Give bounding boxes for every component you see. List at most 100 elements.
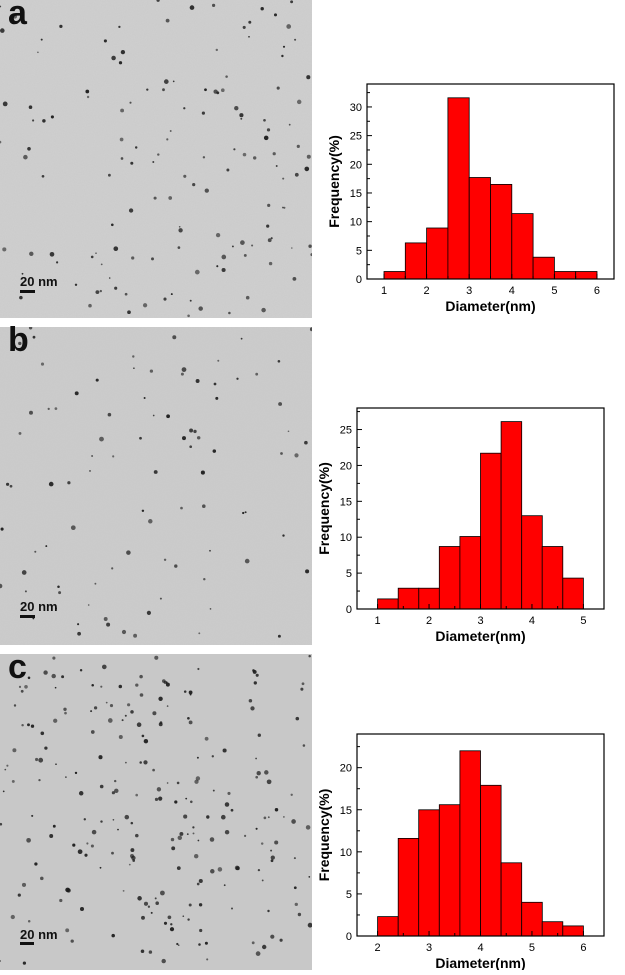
nanoparticle-dot xyxy=(114,788,119,794)
y-tick-label: 5 xyxy=(356,245,362,257)
nanoparticle-dot xyxy=(177,835,183,841)
nanoparticle-dot xyxy=(257,868,261,872)
nanoparticle-dot xyxy=(59,898,63,903)
nanoparticle-dot xyxy=(307,922,312,928)
nanoparticle-dot xyxy=(282,534,285,537)
nanoparticle-dot xyxy=(187,716,190,720)
nanoparticle-dot xyxy=(79,669,83,672)
nanoparticle-dot xyxy=(157,153,160,156)
nanoparticle-dot xyxy=(209,549,211,552)
panel-b: b 20 nm 1 2 3 4 5 0 5 10 15 20 25 Diameter(nm) Frequ… xyxy=(0,321,625,645)
histogram-bar xyxy=(541,921,564,937)
nanoparticle-dot xyxy=(277,634,281,638)
nanoparticle-dot xyxy=(150,911,153,914)
nanoparticle-dot xyxy=(163,558,167,561)
nanoparticle-dot xyxy=(108,277,111,279)
nanoparticle-dot xyxy=(158,796,163,801)
nanoparticle-dot xyxy=(139,674,143,679)
nanoparticle-dot xyxy=(79,906,85,912)
nanoparticle-dot xyxy=(6,764,9,767)
nanoparticle-dot xyxy=(65,776,67,778)
nanoparticle-dot xyxy=(215,232,221,238)
nanoparticle-dot xyxy=(27,919,31,923)
nanoparticle-dot xyxy=(154,897,157,900)
nanoparticle-dot xyxy=(121,719,124,722)
nanoparticle-dot xyxy=(166,414,170,419)
nanoparticle-dot xyxy=(2,790,5,793)
nanoparticle-dot xyxy=(196,436,201,440)
nanoparticle-dot xyxy=(211,755,214,758)
y-tick-label: 15 xyxy=(350,188,362,200)
nanoparticle-dot xyxy=(235,866,240,871)
nanoparticle-dot xyxy=(206,958,209,961)
x-axis-label: Diameter(nm) xyxy=(435,955,525,970)
nanoparticle-dot xyxy=(255,827,258,830)
nanoparticle-dot xyxy=(198,943,201,946)
nanoparticle-dot xyxy=(189,299,192,302)
nanoparticle-dot xyxy=(107,412,112,417)
nanoparticle-dot xyxy=(255,372,259,376)
nanoparticle-dot xyxy=(100,820,103,823)
nanoparticle-dot xyxy=(197,667,200,671)
histogram-bar xyxy=(511,213,534,280)
nanoparticle-dot xyxy=(126,550,131,555)
nanoparticle-dot xyxy=(126,703,131,707)
nanoparticle-dot xyxy=(183,174,187,178)
nanoparticle-dot xyxy=(152,414,155,417)
nanoparticle-dot xyxy=(245,295,250,300)
nanoparticle-dot xyxy=(4,768,7,771)
nanoparticle-dot xyxy=(54,407,58,410)
nanoparticle-dot xyxy=(215,48,219,52)
histogram-bar xyxy=(553,271,577,280)
nanoparticle-dot xyxy=(148,519,153,524)
nanoparticle-dot xyxy=(282,45,286,48)
nanoparticle-dot xyxy=(163,79,169,84)
x-tick-label: 6 xyxy=(580,942,586,954)
x-axis-label: Diameter(nm) xyxy=(435,628,525,644)
nanoparticle-dot xyxy=(118,735,123,739)
nanoparticle-dot xyxy=(2,101,8,107)
nanoparticle-dot xyxy=(166,782,169,784)
nanoparticle-dot xyxy=(188,690,193,695)
nanoparticle-dot xyxy=(251,941,255,945)
histogram-bar xyxy=(521,901,543,937)
nanoparticle-dot xyxy=(27,147,31,151)
nanoparticle-dot xyxy=(162,679,166,683)
nanoparticle-dot xyxy=(90,844,94,848)
nanoparticle-dot xyxy=(217,359,220,362)
nanoparticle-dot xyxy=(242,511,245,515)
nanoparticle-dot xyxy=(118,684,123,689)
nanoparticle-dot xyxy=(85,89,90,94)
nanoparticle-dot xyxy=(44,746,48,750)
nanoparticle-dot xyxy=(193,853,199,859)
nanoparticle-dot xyxy=(149,369,154,373)
nanoparticle-dot xyxy=(0,5,2,8)
nanoparticle-dot xyxy=(267,816,270,819)
nanoparticle-dot xyxy=(90,710,93,713)
nanoparticle-dot xyxy=(135,683,139,687)
y-tick-label: 10 xyxy=(340,532,352,544)
nanoparticle-dot xyxy=(153,470,158,474)
nanoparticle-dot xyxy=(294,902,298,907)
nanoparticle-dot xyxy=(188,720,193,725)
nanoparticle-dot xyxy=(2,247,7,252)
nanoparticle-dot xyxy=(231,245,234,248)
nanoparticle-dot xyxy=(306,75,311,80)
nanoparticle-dot xyxy=(215,396,219,400)
nanoparticle-dot xyxy=(187,314,190,318)
nanoparticle-dot xyxy=(119,137,124,142)
nanoparticle-dot xyxy=(263,118,266,122)
nanoparticle-dot xyxy=(134,146,138,149)
nanoparticle-dot xyxy=(212,789,215,792)
nanoparticle-dot xyxy=(308,654,311,658)
nanoparticle-dot xyxy=(186,833,189,835)
y-tick-label: 25 xyxy=(340,425,352,437)
histogram-bar xyxy=(447,97,470,280)
nanoparticle-dot xyxy=(28,105,33,109)
nanoparticle-dot xyxy=(10,914,15,920)
nanoparticle-dot xyxy=(53,718,58,723)
nanoparticle-dot xyxy=(40,362,45,366)
panel-letter-b: b xyxy=(8,321,29,359)
histogram-bar xyxy=(480,784,502,937)
nanoparticle-dot xyxy=(230,808,234,812)
